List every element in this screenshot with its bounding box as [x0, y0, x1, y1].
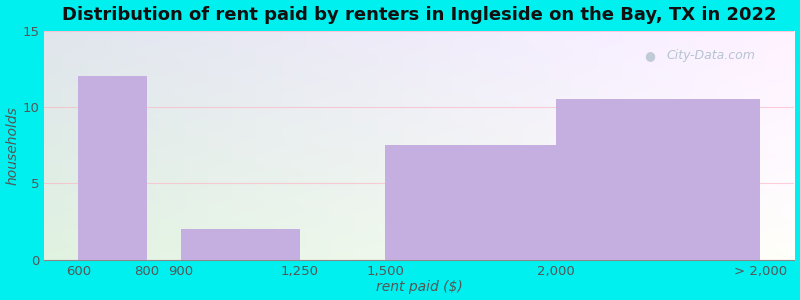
Bar — [556, 99, 760, 260]
Bar — [386, 145, 556, 260]
Text: ●: ● — [644, 49, 655, 62]
Y-axis label: households: households — [6, 106, 19, 185]
X-axis label: rent paid ($): rent paid ($) — [376, 280, 462, 294]
Bar — [78, 76, 146, 260]
Text: City-Data.com: City-Data.com — [667, 49, 756, 62]
Title: Distribution of rent paid by renters in Ingleside on the Bay, TX in 2022: Distribution of rent paid by renters in … — [62, 6, 777, 24]
Bar — [181, 229, 300, 260]
